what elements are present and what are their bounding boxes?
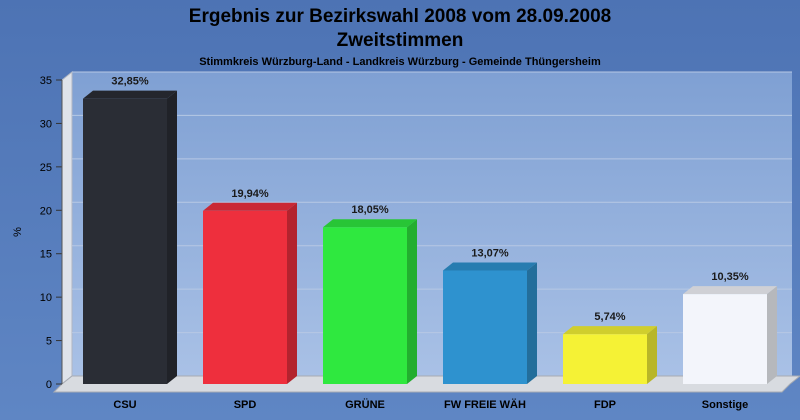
chart-caption: Stimmkreis Würzburg-Land - Landkreis Wür… [199,56,601,68]
bar-top [443,262,537,271]
y-tick-label: 30 [40,118,52,130]
bar-side [767,286,777,384]
y-axis-label: % [12,227,24,237]
chart-title: Ergebnis zur Bezirkswahl 2008 vom 28.09.… [189,6,611,27]
bar-fw-freie-wäh [443,270,527,384]
data-label: 32,85% [111,76,149,88]
data-label: 5,74% [594,311,625,323]
data-label: 13,07% [471,247,509,259]
x-tick-label: Sonstige [702,399,748,411]
data-label: 10,35% [711,271,749,283]
x-tick-label: FW FREIE WÄH [444,398,526,411]
y-tick-label: 15 [40,249,52,261]
chart-subtitle: Zweitstimmen [337,30,464,51]
bar-top [203,202,297,211]
bar-side [527,262,537,384]
bar-top [83,90,177,99]
bar-fdp [563,334,647,384]
y-tick-label: 5 [46,336,52,348]
bar-side [287,202,297,384]
y-tick-label: 35 [40,75,52,87]
y-tick-label: 20 [40,205,52,217]
bar-side [407,219,417,384]
bar-csu [83,98,167,384]
plot-area: 0 5 10 15 20 25 30 35 32,85% CSU 19,94% SPD 18,05% GR… [40,70,800,411]
bar-top [563,326,657,335]
bar-side [167,90,177,384]
x-tick-label: CSU [113,399,136,411]
bar-sonstige [683,294,767,384]
bar-grüne [323,227,407,384]
bar-top [323,219,417,228]
bar-top [683,286,777,295]
y-tick-label: 0 [46,379,52,391]
plot-side-wall [61,70,73,386]
y-tick-label: 25 [40,162,52,174]
data-label: 18,05% [351,204,389,216]
x-tick-label: FDP [594,399,616,411]
x-tick-label: GRÜNE [345,398,385,411]
data-label: 19,94% [231,188,269,200]
x-tick-label: SPD [234,399,257,411]
bar-side [647,326,657,384]
y-tick-label: 10 [40,292,52,304]
bar-spd [203,210,287,384]
